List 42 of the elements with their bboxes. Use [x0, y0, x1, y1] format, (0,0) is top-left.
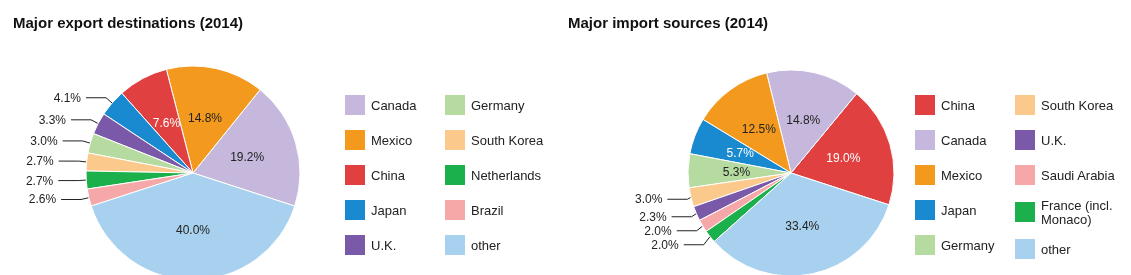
legend-label: Canada — [941, 132, 988, 148]
data-label: 19.2% — [230, 149, 265, 164]
legend-label: Japan — [941, 202, 977, 218]
data-label: 7.6% — [152, 116, 181, 131]
data-label: 2.0% — [644, 223, 673, 238]
data-label: 3.0% — [634, 192, 663, 207]
data-label: 5.7% — [726, 146, 755, 161]
data-label: 19.0% — [826, 150, 861, 165]
legend-label: Germany — [471, 97, 525, 113]
legend-label: U.K. — [1041, 132, 1067, 148]
legend-label: South Korea — [1041, 97, 1115, 113]
data-label: 14.8% — [786, 112, 821, 127]
data-label: 33.4% — [785, 219, 820, 234]
legend-label: Brazil — [471, 202, 504, 218]
data-label: 2.7% — [26, 154, 54, 169]
legend-label: Canada — [371, 97, 418, 113]
data-label: 5.3% — [722, 164, 751, 179]
legend-label: U.K. — [371, 237, 397, 253]
legend-label: other — [1041, 241, 1072, 257]
legend-label: South Korea — [471, 132, 545, 148]
data-label: 12.5% — [741, 122, 777, 137]
legend-label: China — [371, 167, 406, 183]
legend-label: Saudi Arabia — [1041, 167, 1116, 183]
data-label: 2.6% — [28, 192, 57, 207]
legend-label: Netherlands — [471, 167, 542, 183]
legend-label: other — [471, 237, 502, 253]
chart-title: Major export destinations (2014) — [13, 14, 244, 31]
legend-label: China — [941, 97, 976, 113]
legend-label: France (incl. Monaco) — [1041, 197, 1117, 227]
data-label: 3.3% — [38, 112, 67, 127]
legend-label: Japan — [371, 202, 407, 218]
legend-label: Germany — [941, 237, 995, 253]
chart-title: Major import sources (2014) — [568, 14, 769, 31]
data-label: 2.0% — [651, 237, 680, 252]
data-label: 2.3% — [639, 209, 667, 224]
legend-label: Mexico — [371, 132, 413, 148]
legend-label: Mexico — [941, 167, 983, 183]
data-label: 2.7% — [25, 173, 54, 188]
data-label: 14.8% — [187, 110, 223, 125]
data-label: 40.0% — [175, 222, 211, 237]
data-label: 3.0% — [30, 133, 58, 148]
data-label: 4.1% — [53, 90, 82, 105]
